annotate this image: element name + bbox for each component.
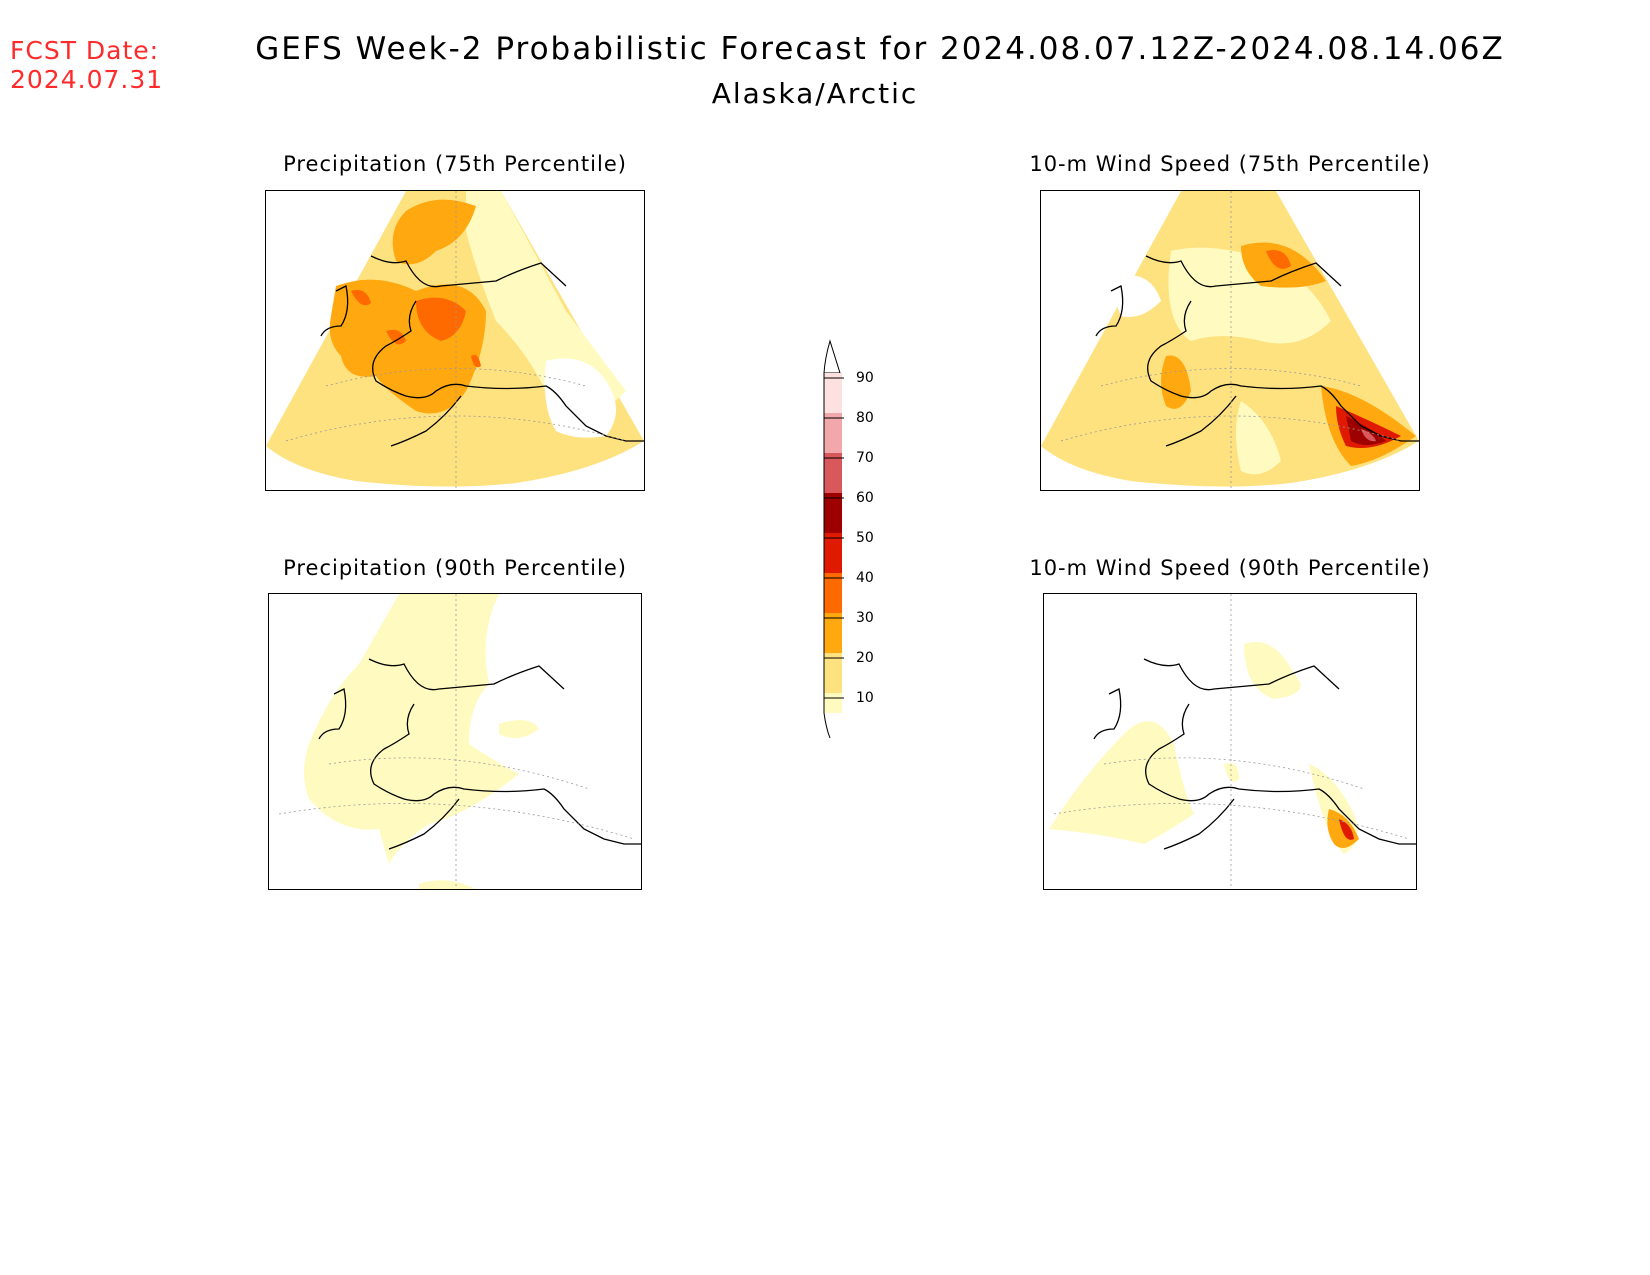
legend-tick-70: 70 <box>856 450 874 466</box>
forecast-date-block: FCST Date: 2024.07.31 <box>10 36 163 94</box>
legend-swatch-40 <box>824 573 842 613</box>
legend-swatch-20 <box>824 653 842 693</box>
panel-title-precip-90: Precipitation (90th Percentile) <box>283 556 627 580</box>
legend-tick-80: 80 <box>856 410 874 426</box>
map-wind-90 <box>1043 593 1417 890</box>
forecast-date-label: FCST Date: <box>10 36 160 65</box>
coastline <box>1095 255 1419 447</box>
legend-tick-20: 20 <box>856 650 874 666</box>
panel-title-wind-90: 10-m Wind Speed (90th Percentile) <box>1029 556 1431 580</box>
coastline <box>320 255 644 447</box>
legend-tick-50: 50 <box>856 530 874 546</box>
legend-tick-10: 10 <box>856 690 874 706</box>
forecast-date-value: 2024.07.31 <box>10 65 164 94</box>
map-precip-75 <box>265 190 645 491</box>
legend-swatch-80 <box>824 413 842 453</box>
region-subtitle: Alaska/Arctic <box>711 77 919 110</box>
legend-swatch-30 <box>824 613 842 653</box>
legend-swatch-90 <box>824 373 842 413</box>
map-wind-75 <box>1040 190 1420 491</box>
legend-swatch-70 <box>824 453 842 493</box>
legend-tick-90: 90 <box>856 370 874 386</box>
panel-title-wind-75: 10-m Wind Speed (75th Percentile) <box>1029 152 1431 176</box>
page-title: GEFS Week-2 Probabilistic Forecast for 2… <box>255 31 1505 67</box>
legend-tick-60: 60 <box>856 490 874 506</box>
legend-swatch-10 <box>824 693 842 713</box>
legend-tick-30: 30 <box>856 610 874 626</box>
color-legend: 90 80 70 60 50 40 30 20 10 <box>820 333 910 743</box>
coastline <box>318 658 641 850</box>
legend-swatch-60 <box>824 493 842 533</box>
legend-swatch-50 <box>824 533 842 573</box>
coastline <box>1093 658 1416 850</box>
legend-tick-40: 40 <box>856 570 874 586</box>
map-precip-90 <box>268 593 642 890</box>
panel-title-precip-75: Precipitation (75th Percentile) <box>283 152 627 176</box>
